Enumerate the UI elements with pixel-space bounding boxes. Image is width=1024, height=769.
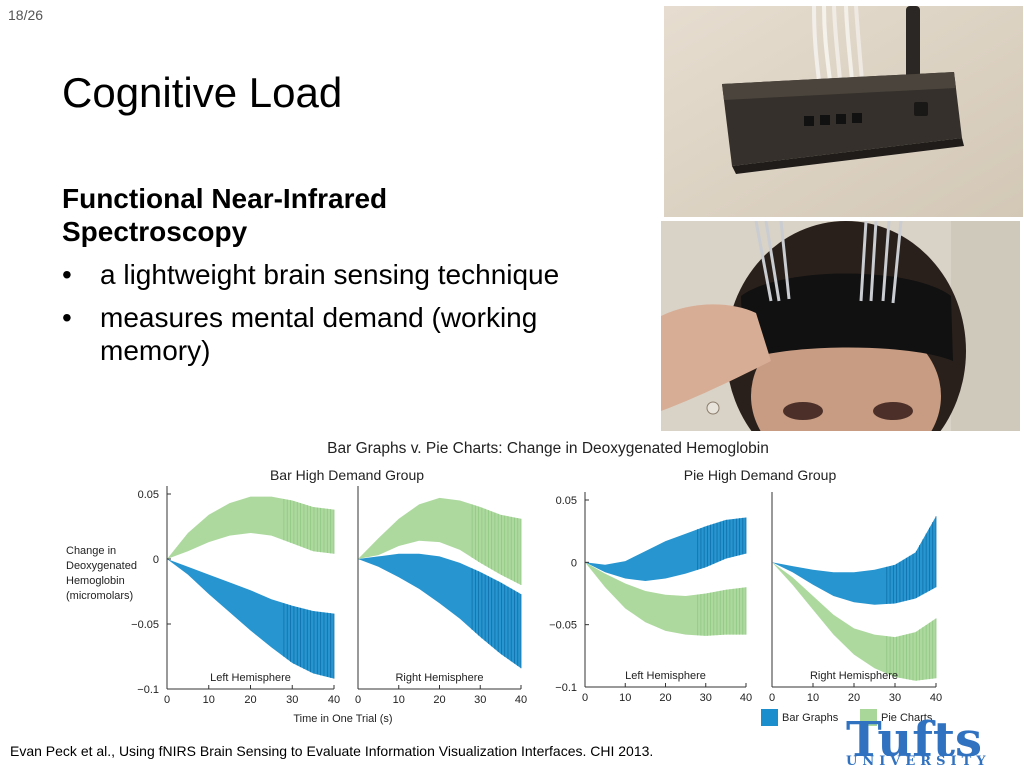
x-tick-label: 40 xyxy=(328,694,340,706)
panel-label: Left Hemisphere xyxy=(210,672,291,684)
legend-swatch-pie-charts xyxy=(860,709,877,726)
x-tick-label: 10 xyxy=(393,694,405,706)
x-axis-label: Time in One Trial (s) xyxy=(293,713,392,725)
series-band-bar-graphs xyxy=(167,559,334,679)
bullet-item: • a lightweight brain sensing technique xyxy=(62,258,632,291)
section-heading: Functional Near-Infrared Spectroscopy xyxy=(62,183,388,248)
x-tick-label: 40 xyxy=(930,692,942,704)
chart-panel: 0 10 20 30 40 Right Hemisphere xyxy=(769,492,942,704)
x-tick-label: 0 xyxy=(355,694,361,706)
x-tick-label: 20 xyxy=(659,692,671,704)
y-tick-label: 0.05 xyxy=(138,489,159,501)
tufts-wordmark-icon: Tufts xyxy=(846,712,982,756)
y-tick-label: −0.1 xyxy=(555,682,577,694)
citation: Evan Peck et al., Using fNIRS Brain Sens… xyxy=(10,743,654,759)
panel-label: Left Hemisphere xyxy=(625,670,706,682)
university-logo: Tufts xyxy=(846,712,1016,756)
slide-number: 18/26 xyxy=(8,7,44,23)
x-tick-label: 30 xyxy=(286,694,298,706)
panel-label: Right Hemisphere xyxy=(395,672,483,684)
x-tick-label: 20 xyxy=(244,694,256,706)
chart-legend: Bar Graphs Pie Charts xyxy=(761,709,933,726)
headband-image xyxy=(661,221,1020,431)
series-band-bar-graphs xyxy=(358,553,521,669)
bullet-text: a lightweight brain sensing technique xyxy=(100,259,560,290)
series-band-pie-charts xyxy=(585,562,746,636)
x-tick-label: 0 xyxy=(582,692,588,704)
x-tick-label: 30 xyxy=(474,694,486,706)
slide-title: Cognitive Load xyxy=(62,69,343,116)
x-tick-label: 30 xyxy=(700,692,712,704)
headband-photo xyxy=(661,221,1020,431)
group-title: Bar High Demand Group xyxy=(270,467,424,483)
x-tick-label: 10 xyxy=(807,692,819,704)
series-band-pie-charts xyxy=(772,562,936,681)
chart-panel: 0 10 20 30 40 Right Hemisphere xyxy=(355,486,527,706)
legend-label-pie-charts: Pie Charts xyxy=(881,712,933,724)
x-tick-label: 10 xyxy=(619,692,631,704)
group-title: Pie High Demand Group xyxy=(684,467,837,483)
y-tick-label: −0.05 xyxy=(131,619,159,631)
series-band-bar-graphs xyxy=(585,517,746,581)
svg-text:Tufts: Tufts xyxy=(846,712,982,756)
x-tick-label: 0 xyxy=(769,692,775,704)
hemoglobin-chart: Bar Graphs v. Pie Charts: Change in Deox… xyxy=(66,440,942,726)
chart-panel: 0 10 20 30 40 0.05 0 −0.05 −0.1 Left Hemisphere xyxy=(549,492,752,704)
legend-label-bar-graphs: Bar Graphs xyxy=(782,712,839,724)
fnirs-device-image xyxy=(664,6,1023,217)
x-tick-label: 0 xyxy=(164,694,170,706)
y-axis-label: Change in Deoxygenated Hemoglobin (micro… xyxy=(66,545,140,602)
series-band-pie-charts xyxy=(167,496,334,559)
y-tick-label: 0 xyxy=(153,554,159,566)
x-tick-label: 20 xyxy=(848,692,860,704)
bullet-text: measures mental demand (working memory) xyxy=(100,302,538,367)
x-tick-label: 20 xyxy=(433,694,445,706)
bullet-item: • measures mental demand (working memory) xyxy=(62,301,632,367)
x-tick-label: 40 xyxy=(515,694,527,706)
y-tick-label: 0 xyxy=(571,557,577,569)
chart-title: Bar Graphs v. Pie Charts: Change in Deox… xyxy=(327,440,769,457)
x-tick-label: 10 xyxy=(203,694,215,706)
panel-label: Right Hemisphere xyxy=(810,670,898,682)
y-tick-label: −0.1 xyxy=(137,684,159,696)
y-tick-label: −0.05 xyxy=(549,620,577,632)
chart-panel: 0 10 20 30 40 0.05 0 −0.05 −0.1 Left Hemisphere xyxy=(131,486,340,706)
fnirs-device-photo xyxy=(664,6,1023,217)
series-band-pie-charts xyxy=(358,497,521,585)
legend-swatch-bar-graphs xyxy=(761,709,778,726)
x-tick-label: 30 xyxy=(889,692,901,704)
bullet-dot-icon: • xyxy=(62,259,72,290)
series-band-bar-graphs xyxy=(772,516,936,605)
bullet-dot-icon: • xyxy=(62,302,72,334)
y-tick-label: 0.05 xyxy=(556,495,577,507)
university-wordmark: UNIVERSITY xyxy=(846,754,991,769)
x-tick-label: 40 xyxy=(740,692,752,704)
bullet-list: • a lightweight brain sensing technique •… xyxy=(62,258,632,377)
